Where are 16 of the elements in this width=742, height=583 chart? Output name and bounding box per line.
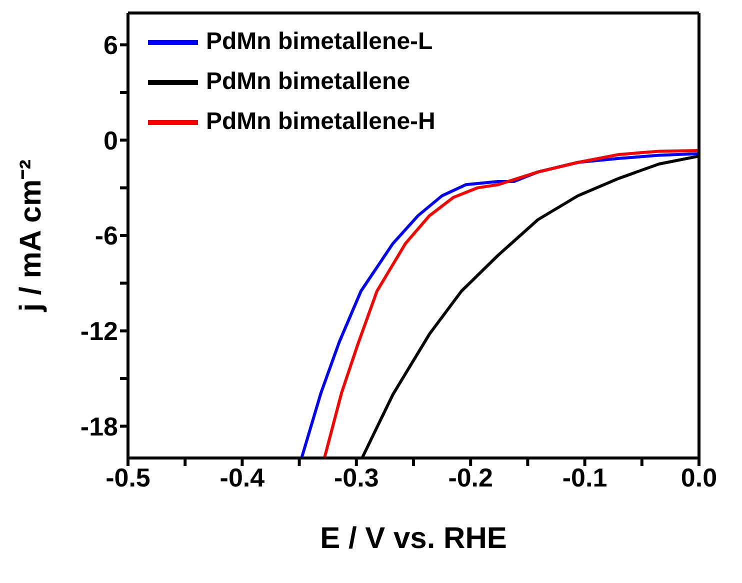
legend-label: PdMn bimetallene-H [206, 107, 436, 137]
legend-label: PdMn bimetallene [206, 67, 410, 97]
x-tick-label: -0.5 [106, 462, 150, 492]
x-tick-label: -0.3 [334, 462, 379, 492]
y-tick-label: -6 [94, 220, 118, 251]
y-tick-label: 6 [104, 30, 118, 60]
x-axis-title: E / V vs. RHE [320, 522, 507, 555]
y-tick-label: -18 [80, 411, 118, 442]
x-tick-label: -0.1 [562, 462, 608, 492]
legend-label: PdMn bimetallene-L [206, 27, 433, 57]
y-axis-title: j / mA cm⁻² [14, 159, 48, 313]
x-tick-label: 0.0 [680, 462, 718, 492]
x-tick-label: -0.4 [220, 462, 266, 492]
y-tick-label: 0 [104, 125, 118, 156]
x-tick-label: -0.2 [448, 462, 494, 492]
y-tick-label: -12 [80, 316, 118, 346]
